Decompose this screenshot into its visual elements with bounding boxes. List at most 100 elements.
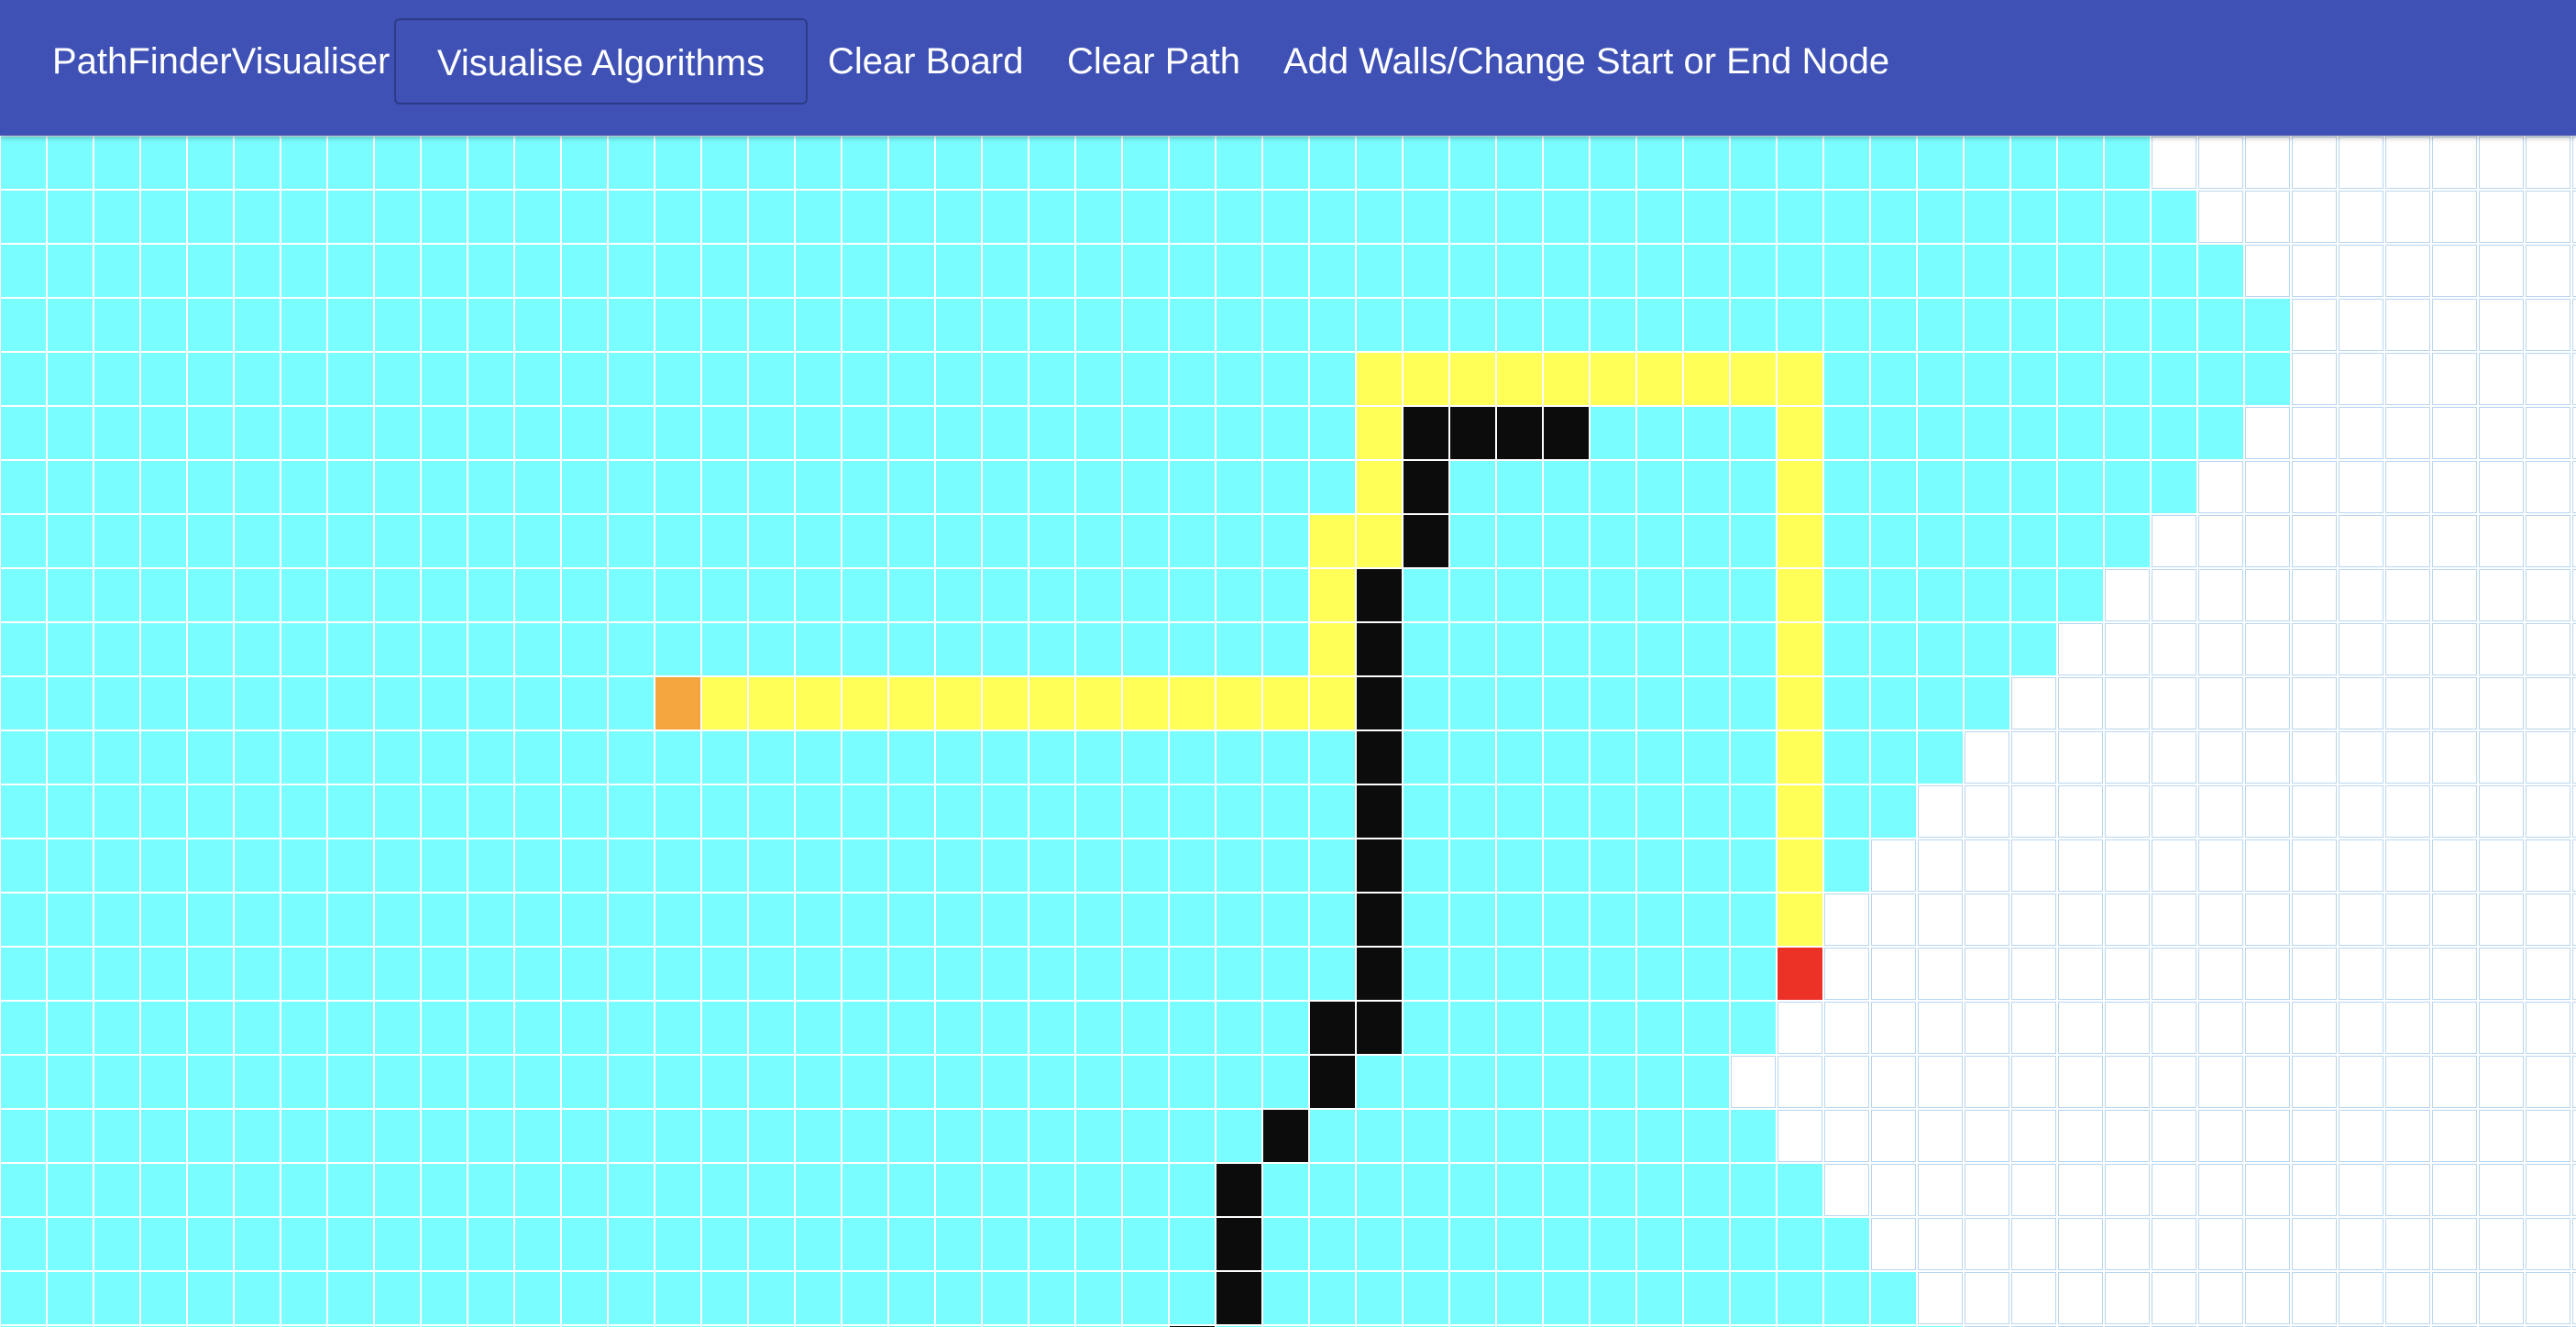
grid-node[interactable]	[2339, 407, 2383, 459]
visited-node[interactable]	[94, 407, 139, 459]
visited-node[interactable]	[1731, 623, 1776, 675]
visited-node[interactable]	[1, 569, 46, 621]
visited-node[interactable]	[1591, 137, 1635, 189]
wall-node[interactable]	[1404, 461, 1448, 513]
grid-node[interactable]	[2479, 731, 2524, 784]
visited-node[interactable]	[1450, 1218, 1495, 1270]
visited-node[interactable]	[1076, 137, 1121, 189]
visited-node[interactable]	[281, 894, 326, 946]
grid-node[interactable]	[2292, 623, 2337, 675]
visited-node[interactable]	[1029, 1272, 1074, 1324]
visited-node[interactable]	[48, 623, 93, 675]
visited-node[interactable]	[655, 191, 700, 243]
visited-node[interactable]	[796, 839, 841, 892]
visited-node[interactable]	[468, 299, 513, 351]
visited-node[interactable]	[1450, 839, 1495, 892]
grid-node[interactable]	[2572, 948, 2576, 1000]
path-node[interactable]	[1778, 839, 1822, 892]
grid-node[interactable]	[2339, 731, 2383, 784]
visited-node[interactable]	[2105, 353, 2150, 405]
visited-node[interactable]	[936, 299, 981, 351]
visited-node[interactable]	[702, 515, 747, 567]
visited-node[interactable]	[702, 623, 747, 675]
visited-node[interactable]	[1824, 1272, 1869, 1324]
visited-node[interactable]	[1123, 948, 1168, 1000]
visited-node[interactable]	[1497, 569, 1542, 621]
visited-node[interactable]	[281, 785, 326, 838]
visited-node[interactable]	[936, 245, 981, 297]
visited-node[interactable]	[983, 1056, 1028, 1108]
clear-board-button[interactable]: Clear Board	[828, 41, 1024, 82]
visited-node[interactable]	[1170, 137, 1215, 189]
visited-node[interactable]	[1263, 1272, 1308, 1324]
visited-node[interactable]	[749, 731, 794, 784]
grid-node[interactable]	[2526, 839, 2570, 892]
grid-node[interactable]	[2292, 461, 2337, 513]
visited-node[interactable]	[1, 785, 46, 838]
grid-node[interactable]	[2152, 137, 2196, 189]
visited-node[interactable]	[2011, 515, 2056, 567]
grid-node[interactable]	[2152, 623, 2196, 675]
visited-node[interactable]	[141, 1164, 186, 1216]
visited-node[interactable]	[1871, 1272, 1916, 1324]
visited-node[interactable]	[515, 407, 560, 459]
visited-node[interactable]	[468, 894, 513, 946]
visited-node[interactable]	[141, 407, 186, 459]
visited-node[interactable]	[375, 894, 420, 946]
visited-node[interactable]	[1263, 353, 1308, 405]
path-node[interactable]	[983, 677, 1028, 729]
grid-node[interactable]	[2105, 569, 2150, 621]
visited-node[interactable]	[1216, 731, 1261, 784]
visited-node[interactable]	[1076, 1056, 1121, 1108]
grid-node[interactable]	[2572, 785, 2576, 838]
visited-node[interactable]	[1824, 407, 1869, 459]
visited-node[interactable]	[842, 785, 887, 838]
wall-node[interactable]	[1216, 1164, 1261, 1216]
visited-node[interactable]	[2152, 191, 2196, 243]
visited-node[interactable]	[235, 1164, 280, 1216]
grid-node[interactable]	[2011, 948, 2056, 1000]
grid-node[interactable]	[2385, 1002, 2430, 1054]
grid-node[interactable]	[2198, 1164, 2243, 1216]
visited-node[interactable]	[515, 1272, 560, 1324]
visited-node[interactable]	[655, 1164, 700, 1216]
grid-node[interactable]	[2292, 731, 2337, 784]
grid-node[interactable]	[2198, 137, 2243, 189]
visited-node[interactable]	[983, 839, 1028, 892]
visited-node[interactable]	[1170, 407, 1215, 459]
visited-node[interactable]	[94, 948, 139, 1000]
visited-node[interactable]	[655, 515, 700, 567]
path-node[interactable]	[1778, 785, 1822, 838]
path-node[interactable]	[1357, 461, 1402, 513]
visited-node[interactable]	[983, 299, 1028, 351]
visited-node[interactable]	[328, 894, 373, 946]
grid-node[interactable]	[2432, 137, 2477, 189]
visited-node[interactable]	[1731, 137, 1776, 189]
visited-node[interactable]	[1170, 839, 1215, 892]
visited-node[interactable]	[1310, 894, 1355, 946]
app-brand[interactable]: PathFinderVisualiser	[52, 41, 391, 82]
visited-node[interactable]	[1076, 623, 1121, 675]
visited-node[interactable]	[842, 1164, 887, 1216]
visited-node[interactable]	[749, 137, 794, 189]
visited-node[interactable]	[842, 1056, 887, 1108]
visited-node[interactable]	[936, 1056, 981, 1108]
visited-node[interactable]	[1404, 1164, 1448, 1216]
path-node[interactable]	[1404, 353, 1448, 405]
visited-node[interactable]	[468, 407, 513, 459]
visited-node[interactable]	[1310, 948, 1355, 1000]
grid-node[interactable]	[1918, 1110, 1963, 1162]
visited-node[interactable]	[515, 245, 560, 297]
grid-node[interactable]	[2572, 137, 2576, 189]
grid-node[interactable]	[2292, 1110, 2337, 1162]
visited-node[interactable]	[1450, 623, 1495, 675]
grid-node[interactable]	[2245, 623, 2290, 675]
path-node[interactable]	[702, 677, 747, 729]
visited-node[interactable]	[1450, 894, 1495, 946]
visited-node[interactable]	[1684, 1218, 1729, 1270]
visited-node[interactable]	[1684, 731, 1729, 784]
visited-node[interactable]	[1965, 299, 2009, 351]
grid-node[interactable]	[2479, 1056, 2524, 1108]
grid-node[interactable]	[2105, 677, 2150, 729]
visited-node[interactable]	[468, 1002, 513, 1054]
